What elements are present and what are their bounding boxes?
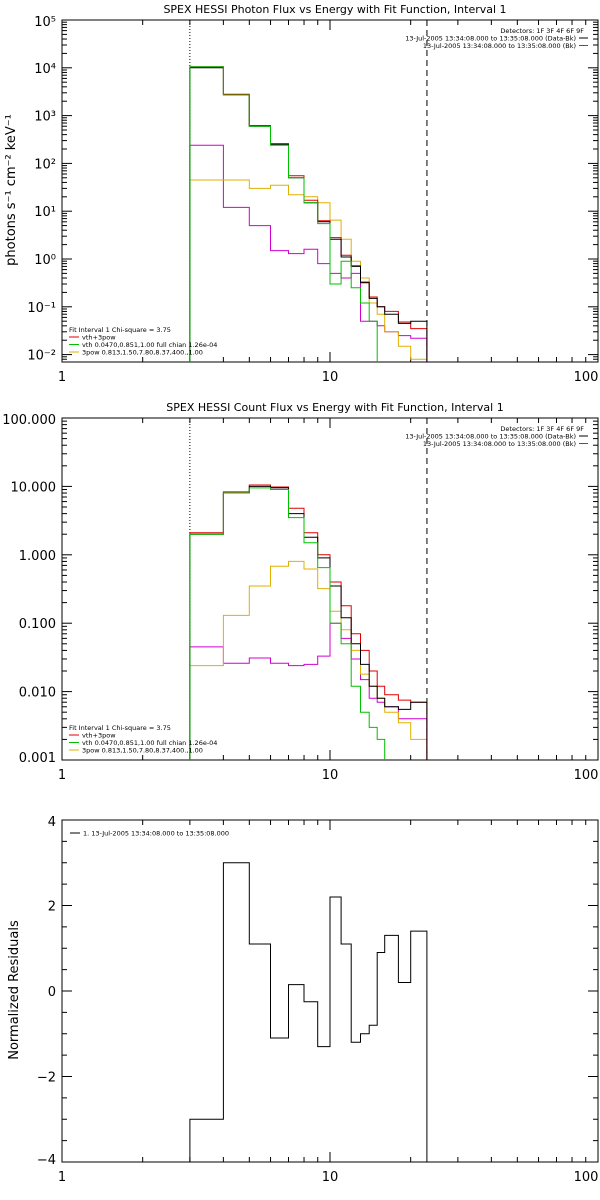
x-tick-label: 100: [574, 1170, 599, 1185]
histogram-series-4: [189, 144, 428, 362]
y-tick-label: 1.000: [19, 549, 56, 564]
fit-legend-header: Fit Interval 1 Chi-square = 3.75: [69, 326, 171, 334]
plot-frame: [61, 19, 599, 363]
histogram-series-2: [189, 487, 386, 760]
y-tick-label: 10⁰: [34, 253, 56, 268]
y-axis-label: photons s⁻¹ cm⁻² keV⁻¹: [4, 114, 19, 266]
fit-legend-entry-label: 3pow 0.813,1.50,7.80,8.37,400.,1.00: [82, 747, 203, 755]
data-series-group: [189, 862, 428, 1162]
y-tick-label: 0.010: [19, 686, 56, 701]
histogram-series-0: [189, 67, 428, 362]
fit-legend-entry-label: vth+3pow: [82, 732, 116, 740]
legend-header: Detectors: 1F 3F 4F 6F 9F: [500, 27, 584, 35]
legend-entry-label: 13-Jul-2005 13:34:08.000 to 13:35:08.000…: [405, 35, 576, 43]
x-tick-label: 100: [574, 768, 599, 783]
histogram-series-0: [189, 862, 428, 1162]
data-series-group: [189, 484, 428, 760]
y-tick-label: 10.000: [11, 480, 57, 495]
histogram-series-1: [189, 484, 428, 760]
y-tick-label: 0: [48, 985, 56, 1000]
histogram-series-1: [189, 66, 428, 362]
photon-flux-panel: SPEX HESSI Photon Flux vs Energy with Fi…: [4, 3, 599, 385]
legend-entry-label: 1. 13-Jul-2005 13:34:08.000 to 13:35:08.…: [83, 830, 229, 838]
histogram-series-3: [189, 560, 428, 760]
y-tick-label: −2: [37, 1071, 56, 1086]
legend-entry-label: 13-Jul-2005 13:34:08.000 to 13:35:08.000…: [423, 440, 576, 448]
fit-legend-entry-label: vth 0.0470,0.851,1.00 full chian 1.26e-0…: [82, 739, 217, 747]
fit-legend-header: Fit Interval 1 Chi-square = 3.75: [69, 724, 171, 732]
histogram-series-0: [189, 485, 428, 760]
x-tick-label: 10: [322, 370, 339, 385]
y-tick-label: 10²: [34, 157, 56, 172]
data-series-group: [189, 66, 428, 362]
fit-legend-entry-label: 3pow 0.813,1.50,7.80,8.37,400.,1.00: [82, 349, 203, 357]
fit-legend-entry-label: vth+3pow: [82, 334, 116, 342]
x-tick-label: 1: [58, 370, 66, 385]
x-tick-label: 1: [58, 1170, 66, 1185]
y-tick-label: 10⁻¹: [27, 301, 56, 316]
x-tick-label: 100: [574, 370, 599, 385]
residuals-panel: Normalized Residuals 1 10 100 −4 −2 0 2 4 1. 13-…: [7, 815, 599, 1185]
y-tick-label: 4: [48, 815, 56, 830]
y-tick-label: 10⁴: [34, 62, 56, 77]
y-tick-label: −4: [37, 1153, 56, 1168]
legend-entry-label: 13-Jul-2005 13:34:08.000 to 13:35:08.000…: [423, 42, 576, 50]
histogram-series-4: [189, 622, 428, 760]
legend-header: Detectors: 1F 3F 4F 6F 9F: [500, 425, 584, 433]
y-tick-label: 10¹: [34, 205, 56, 220]
y-axis-label: Normalized Residuals: [7, 920, 22, 1060]
x-tick-label: 10: [322, 1170, 339, 1185]
fit-legend-entry-label: vth 0.0470,0.851,1.00 full chian 1.26e-0…: [82, 341, 217, 349]
y-tick-label: 0.100: [19, 617, 56, 632]
y-tick-label: 100.000: [2, 413, 56, 428]
chart-title: SPEX HESSI Photon Flux vs Energy with Fi…: [163, 3, 506, 16]
y-tick-label: 10⁻²: [27, 349, 56, 364]
legend-entry-label: 13-Jul-2005 13:34:08.000 to 13:35:08.000…: [405, 433, 576, 441]
y-tick-label: 10⁵: [34, 15, 56, 30]
count-flux-panel: SPEX HESSI Count Flux vs Energy with Fit…: [2, 401, 599, 783]
x-tick-label: 1: [58, 768, 66, 783]
y-tick-label: 2: [48, 900, 56, 915]
histogram-series-2: [189, 66, 378, 362]
y-tick-label: 0.001: [19, 751, 56, 766]
chart-title: SPEX HESSI Count Flux vs Energy with Fit…: [166, 401, 503, 414]
y-tick-label: 10³: [34, 110, 56, 125]
x-tick-label: 10: [322, 768, 339, 783]
histogram-series-3: [189, 179, 428, 362]
